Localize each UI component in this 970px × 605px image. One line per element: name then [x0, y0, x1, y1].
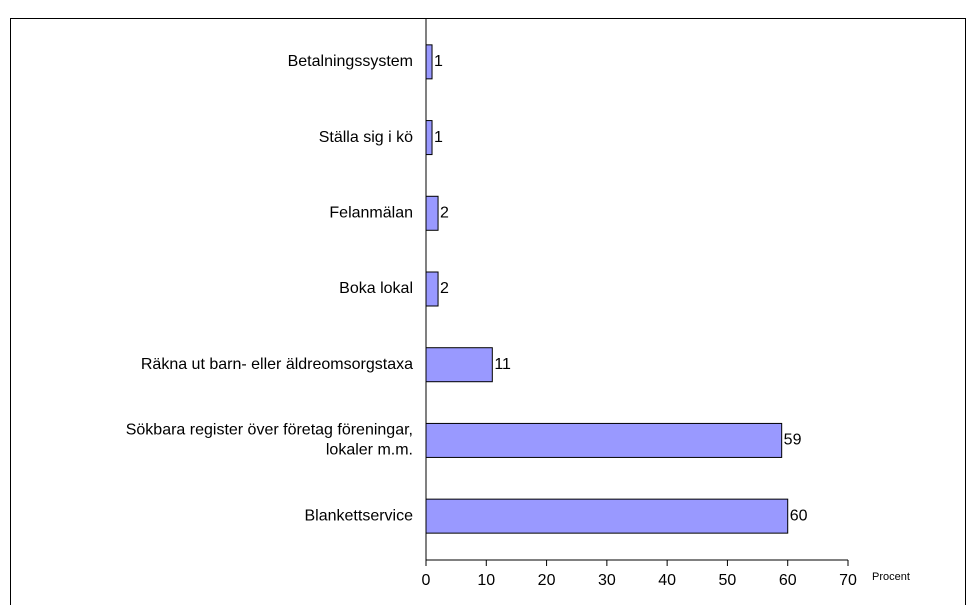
x-tick-label: 60	[779, 572, 797, 589]
data-label: 60	[790, 507, 808, 524]
y-tick-label: Boka lokal	[339, 280, 413, 297]
x-tick-label: 10	[477, 572, 495, 589]
y-tick-label: Räkna ut barn- eller äldreomsorgstaxa	[141, 356, 413, 373]
data-label: 59	[784, 432, 802, 449]
x-tick-label: 0	[422, 572, 431, 589]
bar	[425, 44, 433, 80]
x-tick-label: 50	[719, 572, 737, 589]
x-tick-label: 40	[658, 572, 676, 589]
y-tick-label: Ställa sig i kö	[319, 129, 413, 146]
x-tick-label: 30	[598, 572, 616, 589]
bar	[425, 498, 789, 534]
data-label: 2	[440, 205, 449, 222]
x-axis-label: Procent	[872, 571, 910, 583]
data-label: 1	[434, 129, 443, 146]
chart-border	[10, 18, 966, 605]
data-label: 2	[440, 280, 449, 297]
data-label: 1	[434, 53, 443, 70]
y-tick-label: Blankettservice	[305, 507, 414, 524]
bar	[425, 271, 439, 307]
y-tick-label: Sökbara register över företag föreningar…	[126, 422, 413, 459]
bar	[425, 422, 783, 458]
bar	[425, 347, 493, 383]
data-label: 11	[494, 356, 511, 373]
x-tick-label: 20	[538, 572, 556, 589]
x-tick-label: 70	[839, 572, 857, 589]
y-tick-label: Felanmälan	[329, 205, 413, 222]
bar	[425, 195, 439, 231]
y-tick-label: Betalningssystem	[288, 53, 413, 70]
bar	[425, 120, 433, 156]
